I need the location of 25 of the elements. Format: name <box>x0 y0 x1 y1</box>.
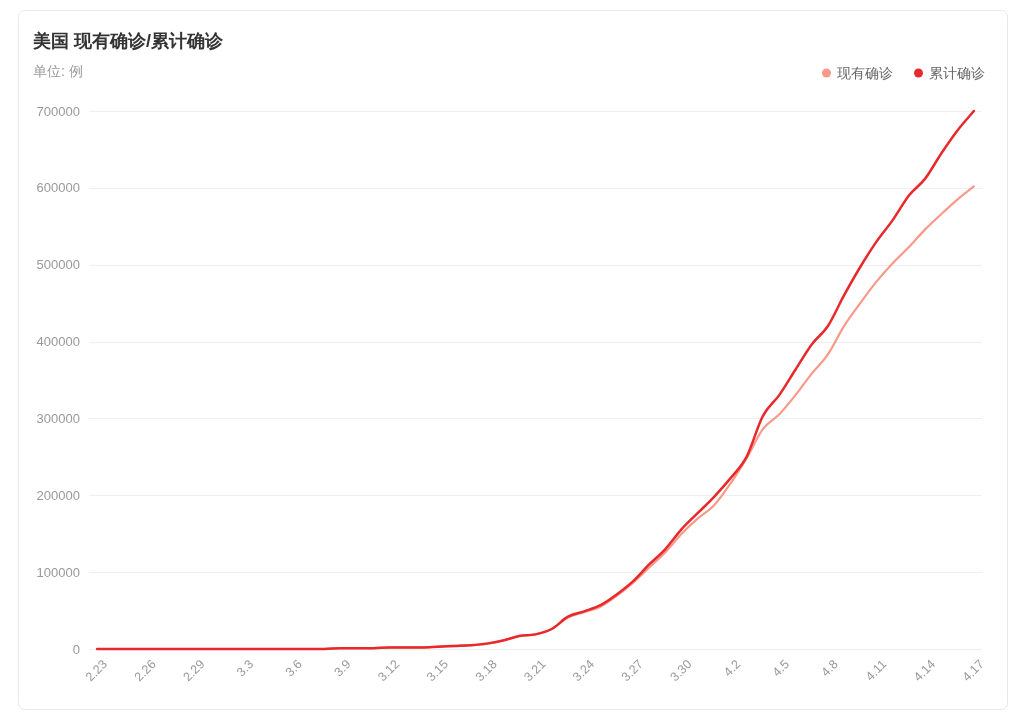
x-tick-label: 4.14 <box>911 657 939 685</box>
chart-subtitle: 单位: 例 <box>33 63 83 79</box>
y-tick-label: 300000 <box>36 410 80 426</box>
x-tick-label: 4.2 <box>721 657 744 680</box>
y-tick-label: 600000 <box>36 180 80 196</box>
x-tick-label: 3.30 <box>667 657 695 685</box>
x-tick-label: 3.12 <box>375 657 403 685</box>
x-tick-label: 3.24 <box>570 657 598 685</box>
y-tick-label: 100000 <box>36 564 80 580</box>
chart-title: 美国 现有确诊/累计确诊 <box>32 31 224 51</box>
x-tick-label: 3.6 <box>282 657 305 680</box>
x-tick-label: 3.21 <box>521 657 549 685</box>
y-tick-label: 400000 <box>36 334 80 350</box>
legend-label: 现有确诊 <box>837 65 893 81</box>
x-tick-label: 4.11 <box>862 657 890 684</box>
y-tick-label: 500000 <box>36 257 80 273</box>
x-tick-label: 3.9 <box>331 657 354 680</box>
x-tick-label: 4.5 <box>769 657 793 680</box>
y-tick-label: 200000 <box>36 487 80 503</box>
x-tick-label: 3.3 <box>234 657 257 680</box>
legend-label: 累计确诊 <box>929 65 985 81</box>
x-tick-label: 4.8 <box>818 657 841 680</box>
y-tick-label: 700000 <box>36 103 80 119</box>
x-tick-label: 3.18 <box>472 657 500 685</box>
y-tick-label: 0 <box>72 641 80 657</box>
